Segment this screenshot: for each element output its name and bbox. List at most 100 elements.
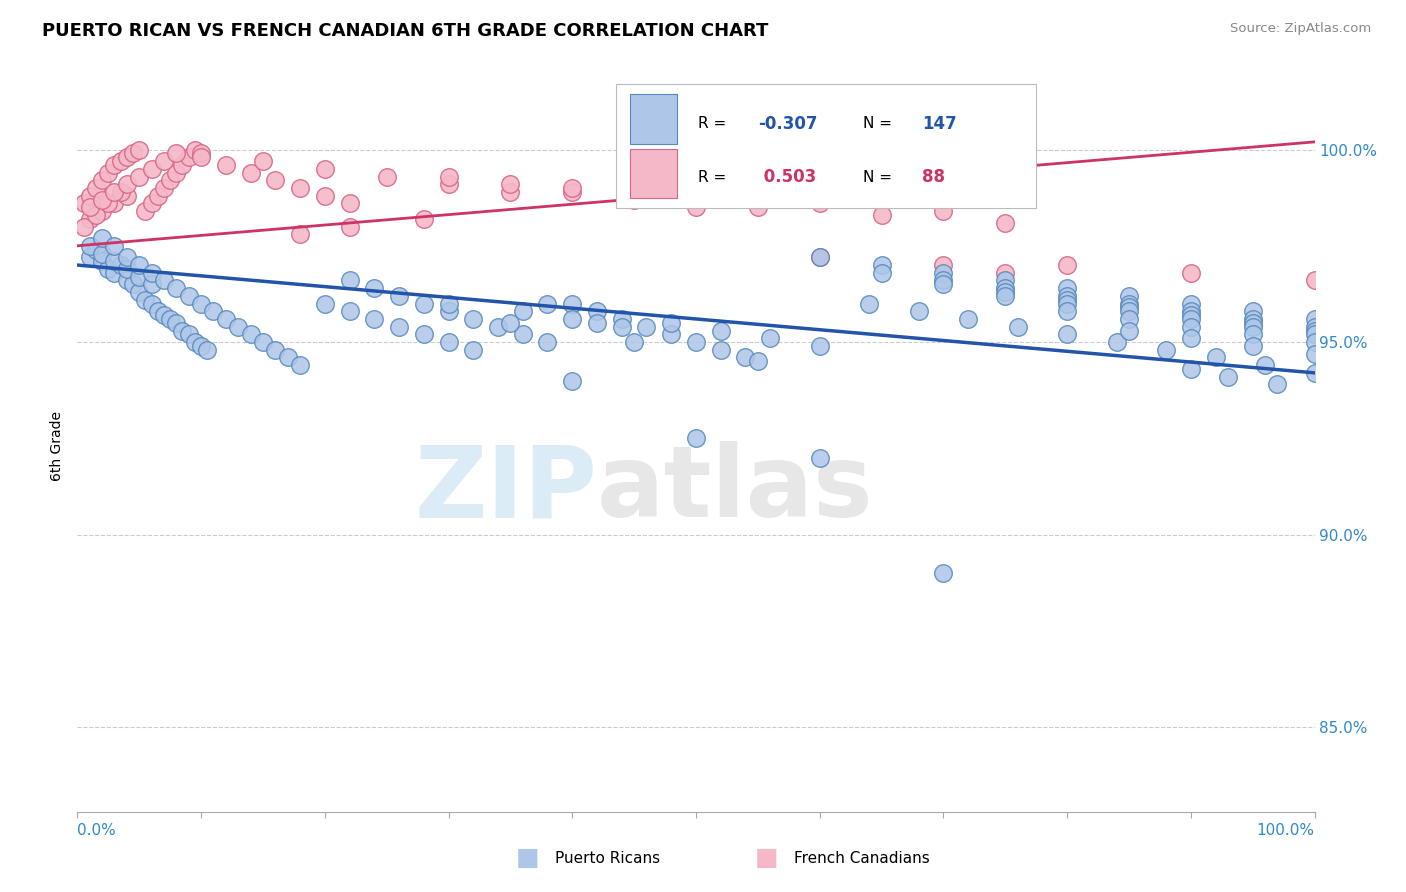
Point <box>177 327 200 342</box>
Point <box>288 227 311 242</box>
Point <box>561 374 583 388</box>
Point <box>1118 324 1140 338</box>
Point <box>153 154 176 169</box>
Point <box>128 258 150 272</box>
Point <box>264 173 287 187</box>
Point <box>141 196 163 211</box>
Point <box>932 258 955 272</box>
Point <box>215 158 238 172</box>
Point <box>623 334 645 349</box>
Point <box>146 188 169 202</box>
Point <box>115 273 138 287</box>
Text: 147: 147 <box>922 115 957 133</box>
Point <box>994 216 1017 230</box>
Point <box>932 204 955 219</box>
Point <box>141 161 163 176</box>
Point <box>1241 319 1264 334</box>
Point <box>97 261 120 276</box>
Point <box>72 196 94 211</box>
Point <box>561 181 583 195</box>
Point <box>437 304 460 318</box>
Text: 88: 88 <box>922 169 945 186</box>
Y-axis label: 6th Grade: 6th Grade <box>51 411 65 481</box>
Point <box>685 431 707 445</box>
Point <box>288 181 311 195</box>
Point <box>412 211 434 226</box>
Point <box>994 266 1017 280</box>
Point <box>1241 327 1264 342</box>
Point <box>79 251 101 265</box>
Point <box>177 289 200 303</box>
FancyBboxPatch shape <box>630 94 678 144</box>
Point <box>103 196 125 211</box>
Point <box>134 293 156 307</box>
Point <box>190 339 212 353</box>
Point <box>808 339 831 353</box>
Point <box>623 193 645 207</box>
Point <box>195 343 218 357</box>
Point <box>1180 362 1202 376</box>
Point <box>1254 358 1277 372</box>
Point <box>870 266 893 280</box>
Point <box>146 304 169 318</box>
Point <box>710 324 733 338</box>
Point <box>412 296 434 310</box>
Point <box>339 219 361 234</box>
Point <box>610 319 633 334</box>
Point <box>610 312 633 326</box>
Point <box>1303 324 1326 338</box>
Point <box>159 312 181 326</box>
Point <box>561 312 583 326</box>
Point <box>128 143 150 157</box>
Point <box>1180 296 1202 310</box>
Point <box>512 304 534 318</box>
Point <box>1303 319 1326 334</box>
Point <box>1056 327 1078 342</box>
Point <box>184 334 207 349</box>
Point <box>1241 316 1264 330</box>
Point <box>91 254 114 268</box>
Point <box>388 319 411 334</box>
Point <box>1118 312 1140 326</box>
Point <box>932 566 955 580</box>
Point <box>264 343 287 357</box>
Point <box>1216 369 1239 384</box>
Point <box>103 239 125 253</box>
Point <box>239 327 262 342</box>
Point <box>79 188 101 202</box>
Point <box>1303 312 1326 326</box>
Point <box>79 239 101 253</box>
Point <box>1205 351 1227 365</box>
Point <box>165 316 187 330</box>
Point <box>172 324 194 338</box>
Point <box>1303 346 1326 360</box>
Text: ■: ■ <box>755 847 778 870</box>
Point <box>1303 366 1326 380</box>
Point <box>122 146 145 161</box>
Point <box>932 266 955 280</box>
Point <box>586 304 609 318</box>
Point <box>91 204 114 219</box>
Point <box>710 343 733 357</box>
Point <box>536 296 558 310</box>
Point <box>1180 319 1202 334</box>
Point <box>134 204 156 219</box>
Point <box>314 188 336 202</box>
Point <box>159 173 181 187</box>
Point <box>91 173 114 187</box>
Point <box>165 281 187 295</box>
Point <box>122 277 145 292</box>
Point <box>110 185 132 199</box>
Point <box>734 351 756 365</box>
Point <box>153 308 176 322</box>
Point <box>870 258 893 272</box>
Point <box>177 150 200 164</box>
Point <box>97 196 120 211</box>
Point <box>659 316 682 330</box>
Point <box>1105 334 1128 349</box>
FancyBboxPatch shape <box>630 149 678 198</box>
Point <box>561 185 583 199</box>
Point <box>437 178 460 192</box>
Point <box>128 285 150 299</box>
Point <box>1267 377 1289 392</box>
